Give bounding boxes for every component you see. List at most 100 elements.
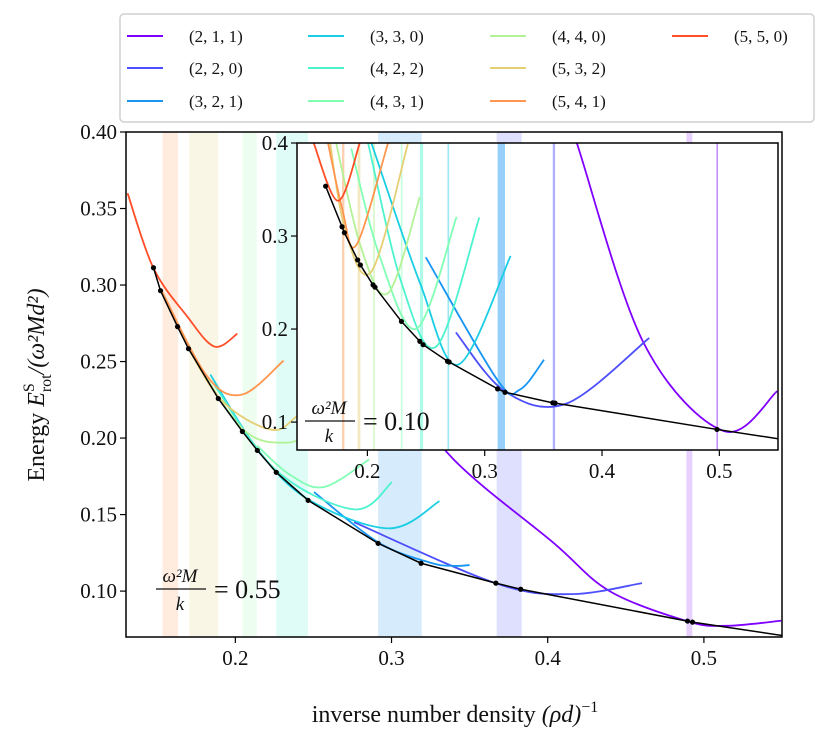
y-tick-label: 0.25 <box>80 350 117 374</box>
y-tick-label: 0.20 <box>80 426 117 450</box>
annotation-denominator: k <box>176 594 185 615</box>
parameter-annotation: ω²M k = 0.10 <box>305 398 430 447</box>
transition-point <box>418 560 424 566</box>
series-line-431 <box>350 148 458 330</box>
transition-band <box>357 143 361 450</box>
transition-point <box>305 497 311 503</box>
transition-band <box>497 143 506 450</box>
x-tick-label: 0.4 <box>535 646 562 670</box>
series-line-431 <box>256 445 370 489</box>
legend-item: (5, 5, 0) <box>672 27 788 46</box>
series-line-550 <box>312 143 361 202</box>
legend-label: (5, 4, 1) <box>552 92 606 111</box>
annotation-numerator: ω²M <box>163 566 199 587</box>
y-tick-label: 0.3 <box>262 224 288 248</box>
transition-point <box>355 257 361 263</box>
transition-point <box>157 288 164 294</box>
legend-label: (5, 3, 2) <box>552 59 606 78</box>
series-line-330 <box>370 143 512 366</box>
legend-item: (5, 3, 2) <box>490 59 606 78</box>
transition-point <box>495 386 501 392</box>
legend-label: (4, 4, 0) <box>552 27 606 46</box>
transition-band <box>342 143 345 450</box>
axes-frame <box>125 131 783 638</box>
parameter-annotation: ω²M k = 0.55 <box>156 566 281 615</box>
legend-item: (4, 4, 0) <box>490 27 606 46</box>
x-tick-label: 0.3 <box>378 646 404 670</box>
series-line-541 <box>327 143 389 249</box>
transition-point <box>150 265 157 271</box>
legend-label: (2, 2, 0) <box>189 59 243 78</box>
transition-band <box>400 143 403 450</box>
x-tick-label: 0.2 <box>222 646 248 670</box>
x-tick-label: 0.4 <box>589 459 616 483</box>
legend-item: (2, 2, 0) <box>127 59 243 78</box>
transition-band <box>242 132 257 637</box>
transition-point <box>254 447 260 454</box>
series-line-422 <box>214 385 393 511</box>
y-tick-label: 0.15 <box>80 503 117 527</box>
ground-state-envelope <box>152 267 782 637</box>
legend-label: (3, 3, 0) <box>370 27 424 46</box>
legend-label: (4, 2, 2) <box>370 59 424 78</box>
transition-point <box>446 359 452 365</box>
y-tick-label: 0.40 <box>80 120 117 144</box>
legend-item: (2, 1, 1) <box>127 27 243 46</box>
transition-point <box>398 318 405 325</box>
transition-point <box>215 395 221 402</box>
transition-point <box>185 346 192 352</box>
legend-item: (4, 2, 2) <box>308 59 424 78</box>
transition-point <box>357 262 363 268</box>
transition-band <box>373 143 376 450</box>
transition-band <box>419 143 424 450</box>
x-tick-label: 0.5 <box>691 646 717 670</box>
axes-frame <box>296 142 779 451</box>
y-tick-label: 0.35 <box>80 197 117 221</box>
transition-point <box>552 400 558 406</box>
legend: (2, 1, 1) (2, 2, 0) (3, 2, 1) (3, 3, 0) (4, … <box>119 13 815 123</box>
transition-point <box>323 183 329 189</box>
legend-label: (3, 2, 1) <box>189 92 243 111</box>
transition-point <box>684 618 691 624</box>
series-line-440 <box>335 143 421 296</box>
y-tick-label: 0.2 <box>262 317 288 341</box>
transition-point <box>339 224 345 230</box>
series-line-422 <box>367 143 481 350</box>
series-line-220 <box>455 331 650 408</box>
transition-point <box>689 619 696 625</box>
transition-point <box>518 586 524 592</box>
y-tick-label: 0.1 <box>262 410 288 434</box>
annotation-value: = 0.55 <box>214 575 281 604</box>
y-axis-label: Energy ESrot/(ω²Md²) <box>21 288 55 481</box>
legend-item: (3, 3, 0) <box>308 27 424 46</box>
series-line-550 <box>126 192 238 348</box>
transition-point <box>341 230 347 236</box>
y-tick-label: 0.10 <box>80 579 117 603</box>
annotation-numerator: ω²M <box>312 398 348 419</box>
transition-point <box>273 469 279 475</box>
annotation-value: = 0.10 <box>363 407 430 436</box>
transition-band <box>162 132 179 637</box>
series-line-321 <box>313 491 470 567</box>
legend-label: (5, 5, 0) <box>734 27 788 46</box>
x-tick-label: 0.2 <box>354 459 380 483</box>
legend-item: (3, 2, 1) <box>127 92 243 111</box>
inset-plot: 0.2 0.3 0.4 0.5 0.1 0.2 0.3 0.4 ω²M k = 0.10 <box>262 131 779 483</box>
transition-point <box>372 284 378 290</box>
transition-point <box>714 426 720 433</box>
transition-point <box>375 540 381 546</box>
transition-band <box>716 143 719 450</box>
transition-point <box>420 342 426 348</box>
x-tick-label: 0.3 <box>472 459 498 483</box>
legend-label: (2, 1, 1) <box>189 27 243 46</box>
x-axis-label: inverse number density (ρd)−1 <box>312 699 599 728</box>
y-tick-label: 0.30 <box>80 273 117 297</box>
annotation-denominator: k <box>325 426 334 447</box>
transition-band <box>552 143 556 450</box>
y-tick-label: 0.4 <box>262 131 289 155</box>
legend-label: (4, 3, 1) <box>370 92 424 111</box>
transition-point <box>239 428 245 435</box>
transition-point <box>502 389 508 395</box>
